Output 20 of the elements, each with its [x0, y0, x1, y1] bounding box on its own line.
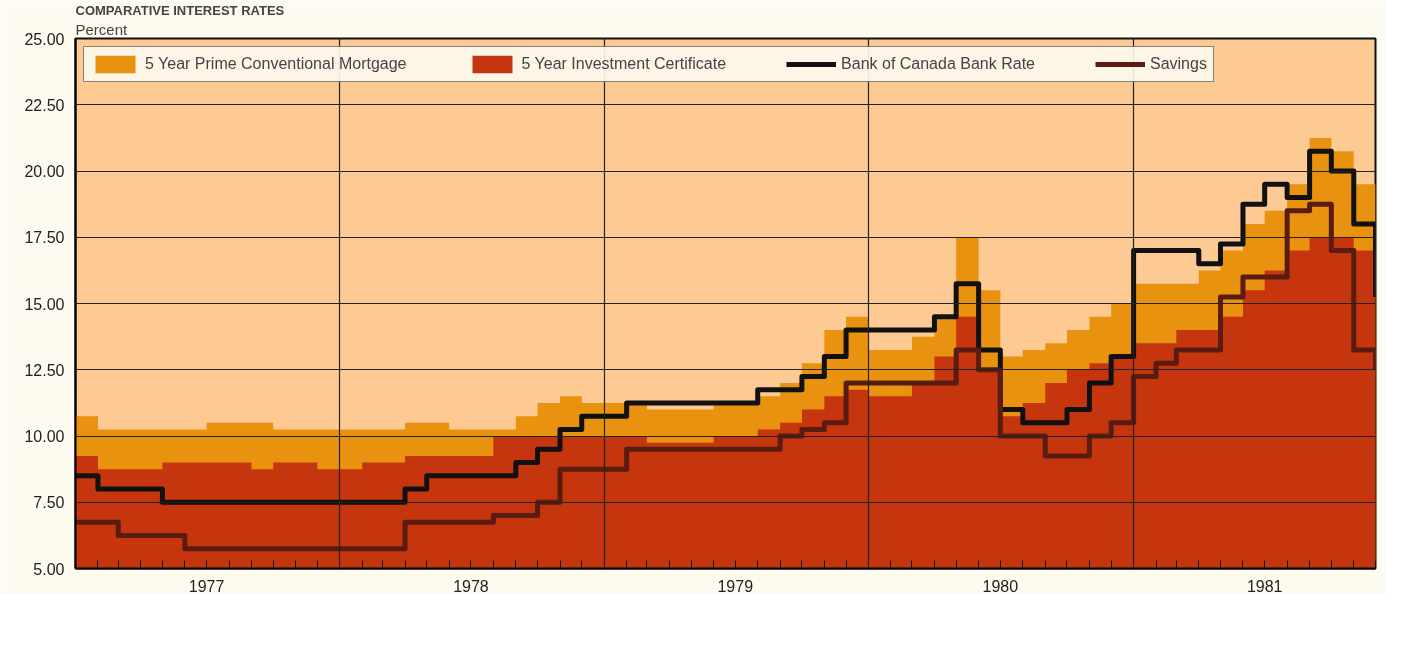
x-tick-label: 1979: [717, 577, 754, 595]
y-tick-label: 17.50: [24, 229, 65, 247]
x-tick-label: 1978: [453, 577, 489, 595]
x-tick-label: 1981: [1246, 577, 1283, 595]
x-tick-label: 1980: [982, 577, 1019, 595]
x-tick-label: 1977: [188, 577, 225, 595]
y-tick-label: 5.00: [33, 560, 65, 578]
legend-label: 5 Year Prime Conventional Mortgage: [145, 55, 407, 73]
y-tick-label: 15.00: [24, 295, 65, 313]
legend-label: Savings: [1149, 55, 1207, 73]
y-tick-label: 20.00: [24, 163, 65, 180]
y-tick-label: 7.50: [33, 494, 65, 512]
legend-label: 5 Year Investment Certificate: [521, 55, 727, 73]
y-tick-label: 25.00: [24, 30, 65, 48]
y-tick-label: 10.00: [24, 428, 65, 445]
y-axis-title: Percent: [75, 20, 129, 38]
chart-title: COMPARATIVE INTEREST RATES: [75, 2, 285, 18]
y-tick-label: 22.50: [24, 96, 65, 114]
y-tick-label: 12.50: [24, 361, 65, 379]
legend-label: Bank of Canada Bank Rate: [841, 55, 1035, 73]
